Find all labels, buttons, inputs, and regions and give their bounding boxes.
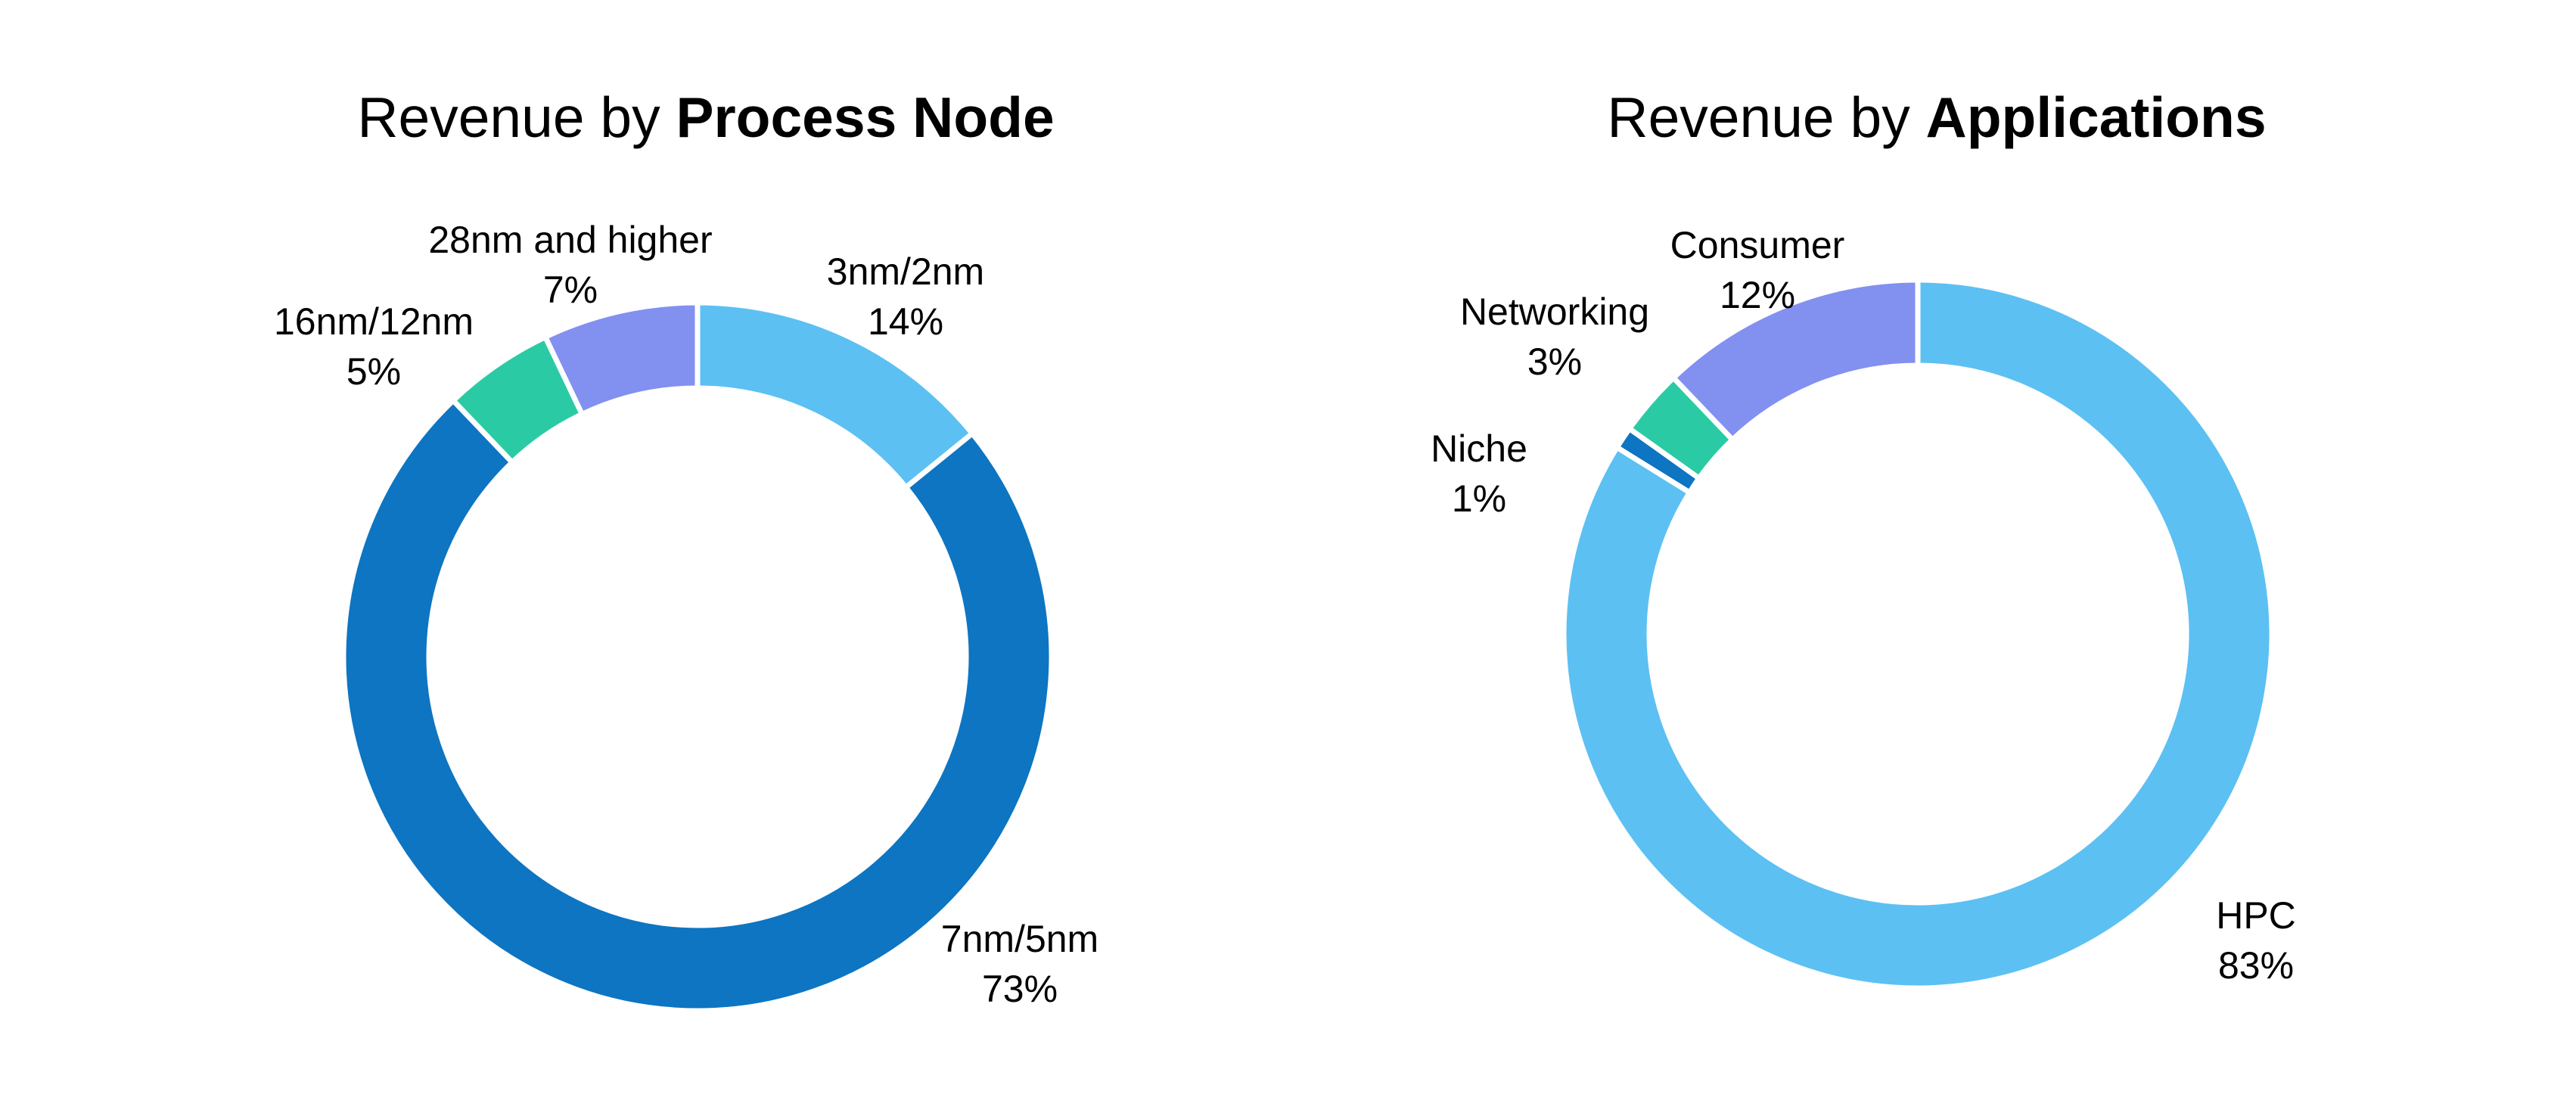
- networking-label: Networking 3%: [1460, 287, 1649, 387]
- hpc-label-name: HPC: [2216, 894, 2296, 937]
- 7nm-5nm-slice: [340, 396, 1055, 1014]
- 28nm-and-higher-label-name: 28nm and higher: [428, 219, 713, 261]
- consumer-label-value: 12%: [1719, 274, 1796, 316]
- 3nm-2nm-label-value: 14%: [867, 300, 944, 343]
- applications-chart-title: Revenue by Applications: [1607, 85, 2266, 150]
- 16nm-12nm-label: 16nm/12nm 5%: [274, 297, 474, 396]
- 7nm-5nm-label-value: 73%: [981, 968, 1058, 1010]
- hpc-slice: [1561, 277, 2275, 991]
- process-node-chart-title: Revenue by Process Node: [357, 85, 1054, 150]
- process-node-title-regular: Revenue by: [357, 85, 676, 149]
- networking-label-value: 3%: [1527, 340, 1583, 383]
- consumer-slice: [1670, 277, 1921, 444]
- 7nm-5nm-label-name: 7nm/5nm: [940, 918, 1099, 960]
- process-node-title-bold: Process Node: [676, 85, 1055, 149]
- hpc-label-value: 83%: [2217, 944, 2295, 987]
- applications-title-bold: Applications: [1925, 85, 2267, 149]
- 3nm-2nm-label-name: 3nm/2nm: [826, 250, 985, 293]
- networking-label-name: Networking: [1459, 291, 1650, 333]
- consumer-label-name: Consumer: [1670, 224, 1845, 266]
- 28nm-and-higher-slice: [542, 300, 701, 418]
- 7nm-5nm-label: 7nm/5nm 73%: [941, 914, 1098, 1014]
- 28nm-and-higher-label: 28nm and higher 7%: [428, 215, 712, 315]
- niche-label-value: 1%: [1451, 477, 1507, 520]
- consumer-label: Consumer 12%: [1670, 220, 1845, 320]
- niche-label-name: Niche: [1431, 427, 1527, 470]
- 3nm-2nm-label: 3nm/2nm 14%: [827, 247, 984, 347]
- 16nm-12nm-label-name: 16nm/12nm: [273, 300, 474, 343]
- hpc-label: HPC 83%: [2216, 891, 2296, 990]
- 16nm-12nm-label-value: 5%: [346, 350, 402, 393]
- niche-label: Niche 1%: [1431, 424, 1527, 524]
- applications-title-regular: Revenue by: [1607, 85, 1926, 149]
- 28nm-and-higher-label-value: 7%: [542, 269, 598, 311]
